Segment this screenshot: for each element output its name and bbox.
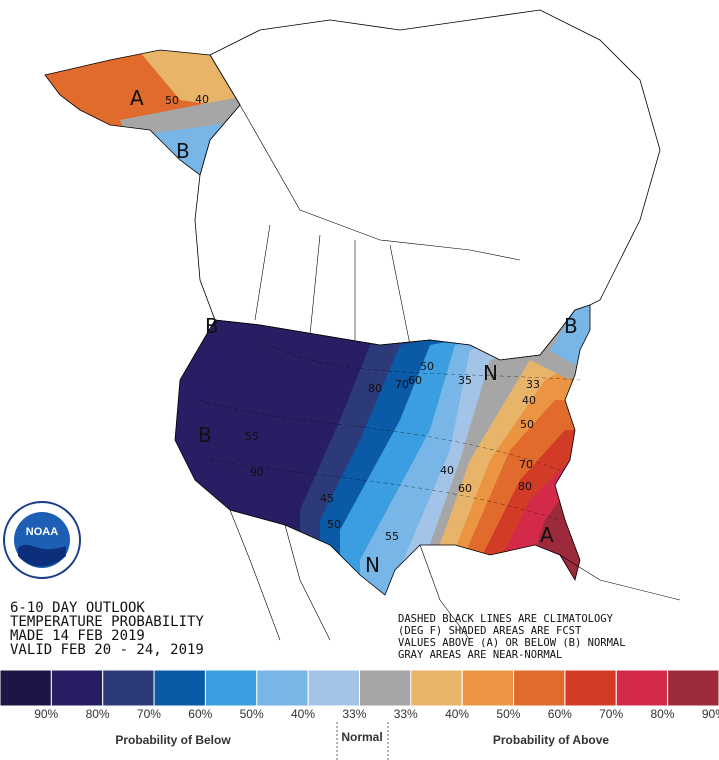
map-label: B [198, 423, 212, 447]
map-label: A [130, 86, 144, 110]
legend-label: 40% [445, 707, 469, 721]
legend-title: Probability of Below [115, 733, 231, 747]
legend-label: 33% [394, 707, 418, 721]
map-label: 55 [385, 530, 399, 543]
legend-swatch [461, 669, 515, 707]
map-label: N [365, 553, 380, 577]
legend-swatch [359, 669, 412, 707]
map-label: B [564, 314, 578, 338]
map-label: B [176, 139, 190, 163]
note-line: VALUES ABOVE (A) OR BELOW (B) NORMAL [398, 637, 626, 649]
outlook-line: MADE 14 FEB 2019 [10, 628, 145, 644]
climatology-lines [199, 339, 581, 521]
map-label: 60 [408, 374, 422, 387]
legend-label: 33% [342, 707, 366, 721]
map-label: 35 [458, 374, 472, 387]
map-label: 50 [520, 418, 534, 431]
map-label: 80 [518, 480, 532, 493]
map-label: 70 [519, 458, 533, 471]
legend-title: Probability of Above [493, 733, 610, 747]
legend-swatch [307, 669, 360, 707]
legend-label: 90% [702, 707, 719, 721]
legend-label: 50% [240, 707, 264, 721]
note-line: (DEG F) SHADED AREAS ARE FCST [398, 625, 582, 637]
legend-swatch [153, 669, 206, 707]
legend-label: 70% [599, 707, 623, 721]
legend-label: 90% [34, 707, 58, 721]
legend-label: 60% [548, 707, 572, 721]
us-outline [174, 304, 591, 596]
mexico-coast [229, 509, 681, 641]
province-lines [254, 224, 411, 346]
alaska [44, 49, 241, 176]
map-label: 90 [250, 466, 264, 479]
legend-swatch [256, 669, 309, 707]
legend-swatch [410, 669, 463, 707]
map-label: 40 [440, 464, 454, 477]
map-label: 33 [526, 378, 540, 391]
map-label: 70 [395, 378, 409, 391]
map-label: 40 [522, 394, 536, 407]
legend-label: 60% [188, 707, 212, 721]
logo-text: NOAA [26, 526, 58, 538]
map-label: N [483, 361, 498, 385]
map-label: 45 [320, 492, 334, 505]
legend-swatch [50, 669, 104, 707]
legend-swatch [615, 669, 669, 707]
map-label: 40 [195, 93, 209, 106]
map-label: B [205, 314, 219, 338]
map-label: 50 [420, 360, 434, 373]
legend-label: 80% [650, 707, 674, 721]
legend-label: 50% [496, 707, 520, 721]
map-label: 50 [327, 518, 341, 531]
logo-wave [18, 544, 66, 567]
map-label: 55 [245, 430, 259, 443]
map-label: A [540, 523, 554, 547]
legend-label: 80% [86, 707, 110, 721]
legend-swatch [513, 669, 566, 707]
legend-swatch [102, 669, 155, 707]
outlook-line: VALID FEB 20 - 24, 2019 [10, 642, 204, 658]
note-line: DASHED BLACK LINES ARE CLIMATOLOGY [398, 613, 614, 625]
legend-title: Normal [341, 730, 382, 744]
legend-swatch [0, 669, 52, 707]
border [239, 104, 521, 261]
legend: 90% 80% 70% 60% 50% 40% 33% 33% 40% 50% 60% 70% 80% 9… [0, 669, 719, 721]
map-label: 50 [165, 94, 179, 107]
map-label: 60 [458, 482, 472, 495]
legend-swatch [564, 669, 617, 707]
outlook-line: 6-10 DAY OUTLOOK [10, 600, 145, 616]
outlook-line: TEMPERATURE PROBABILITY [10, 614, 204, 630]
note-line: GRAY AREAS ARE NEAR-NORMAL [398, 649, 562, 661]
legend-label: 70% [137, 707, 161, 721]
legend-swatch [667, 669, 719, 707]
map-label: 80 [368, 382, 382, 395]
legend-label: 40% [291, 707, 315, 721]
legend-swatch [204, 669, 258, 707]
